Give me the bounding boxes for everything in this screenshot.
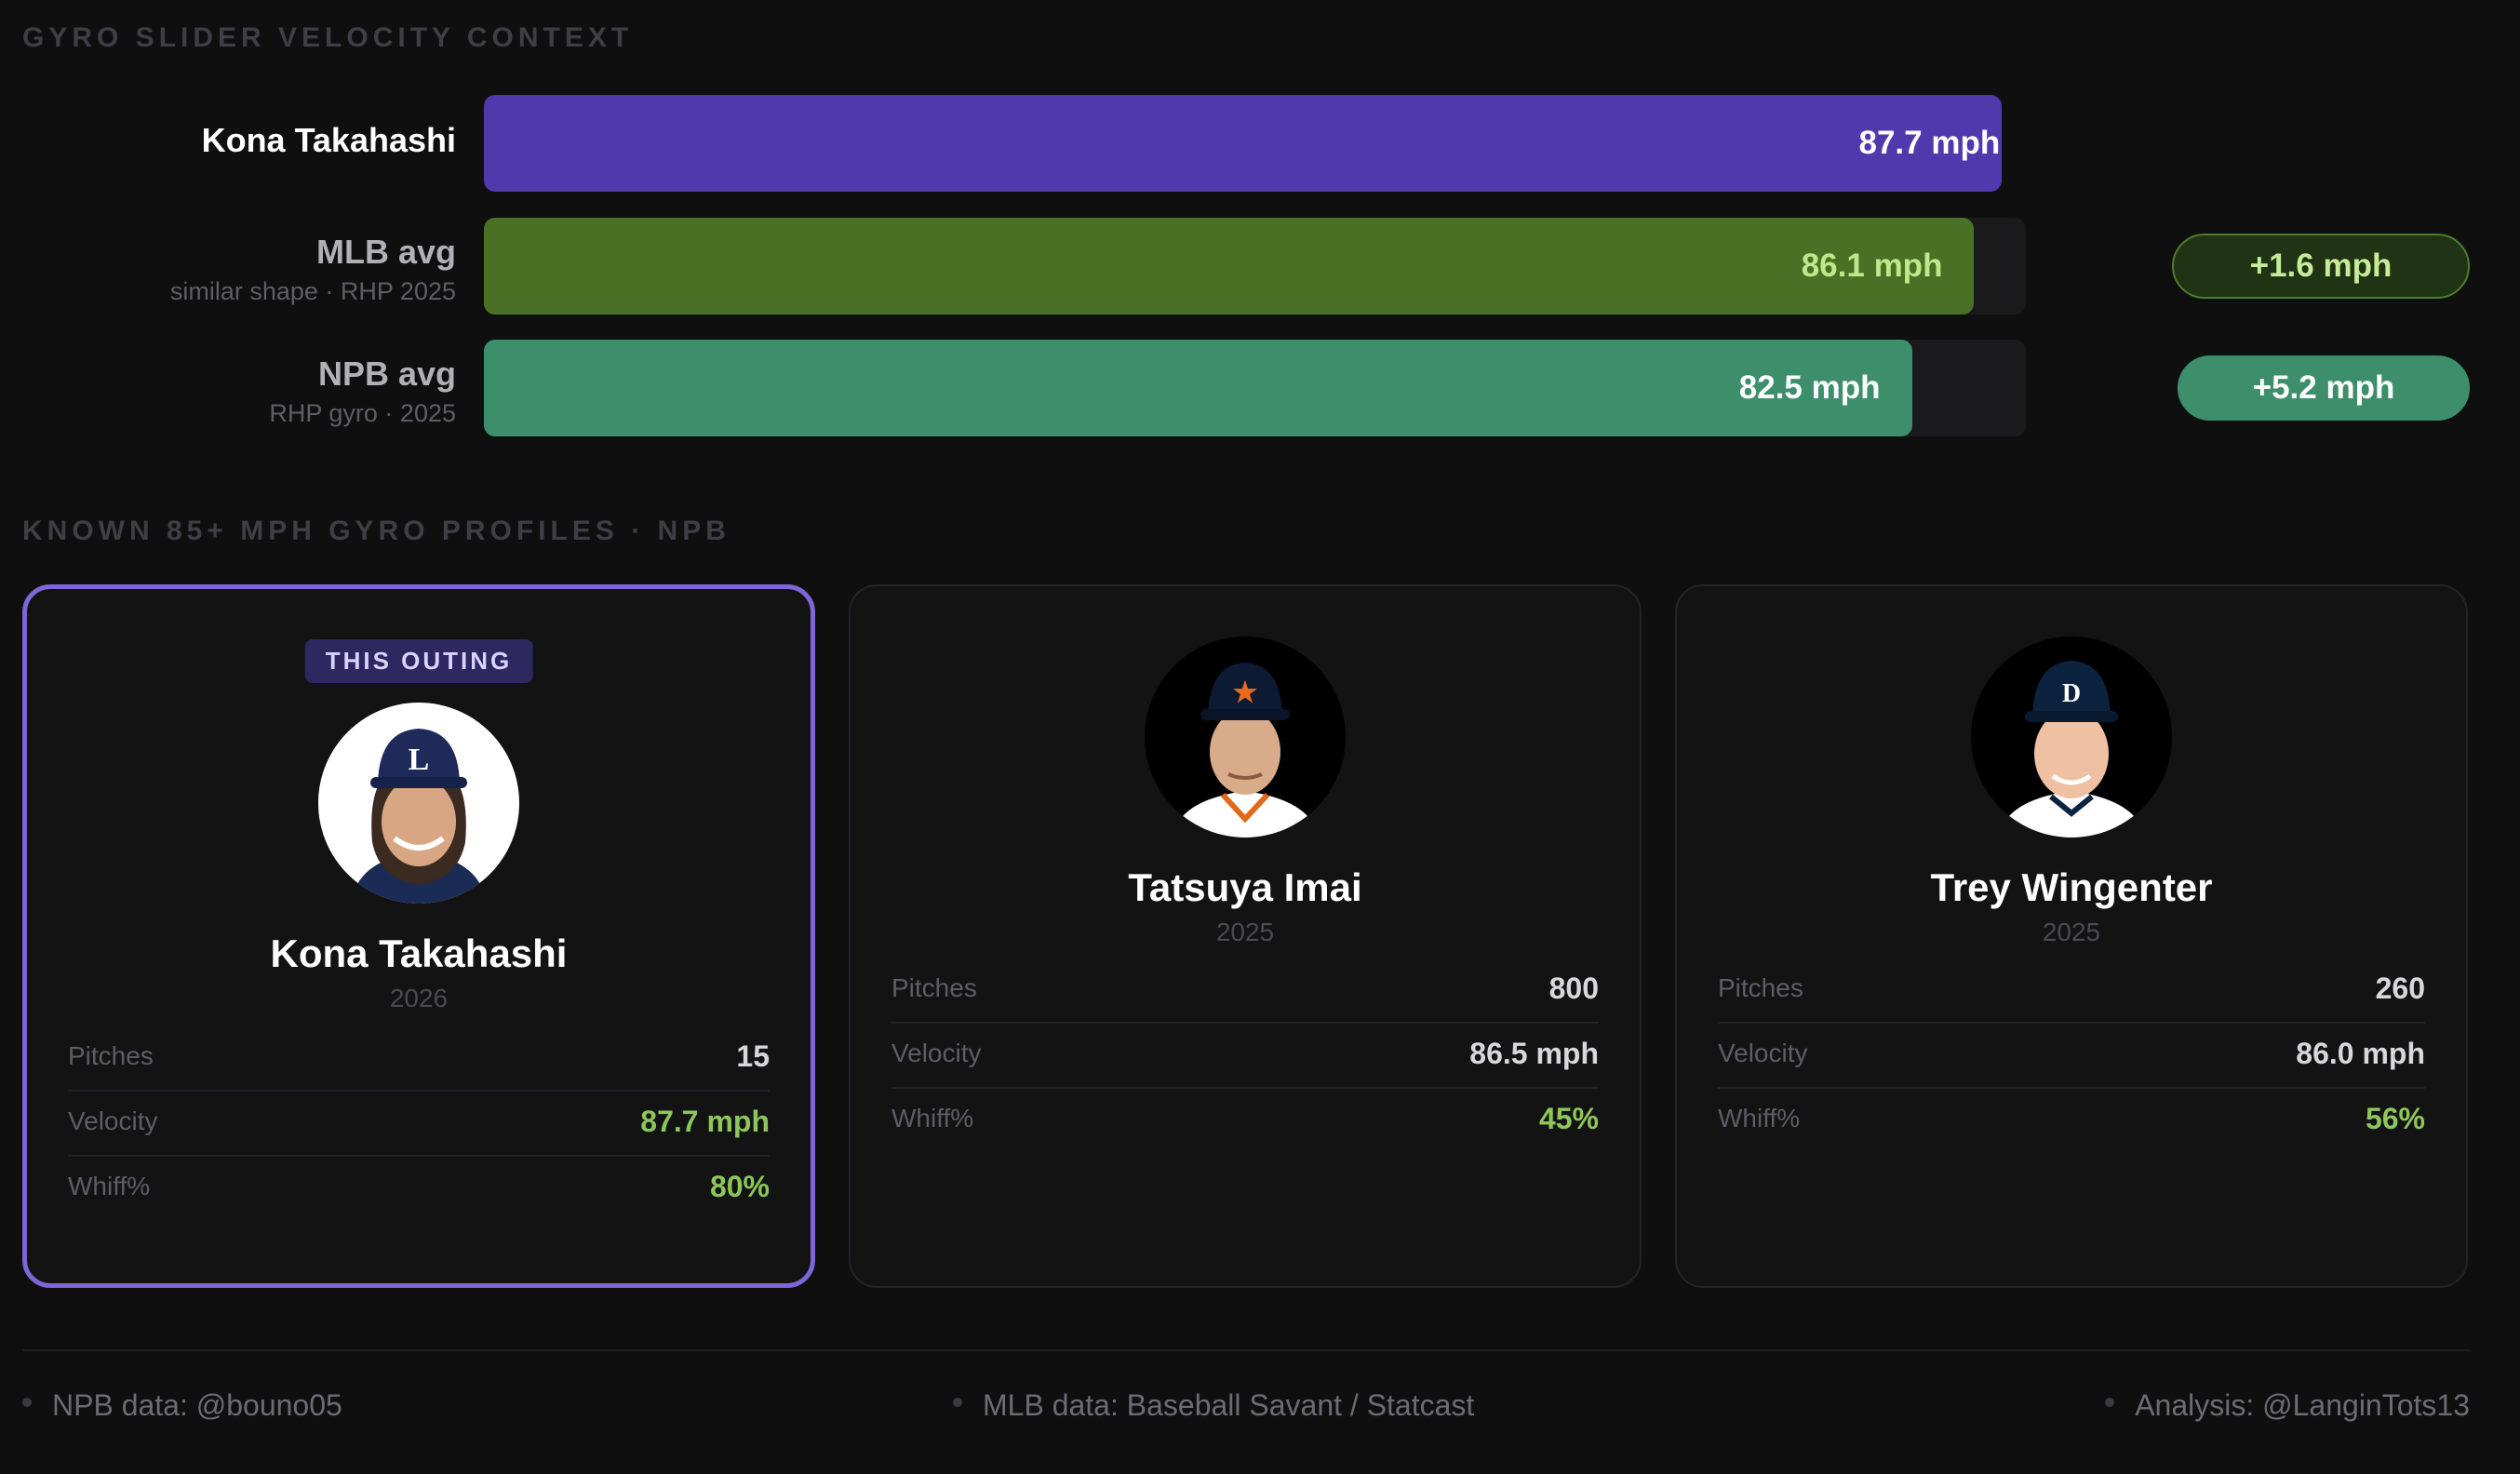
bar-label: NPB avg RHP gyro · 2025	[269, 355, 456, 428]
bar-label-subtitle: similar shape · RHP 2025	[169, 277, 456, 305]
bullet-icon	[2105, 1397, 2115, 1407]
bar-label-name: MLB avg	[315, 233, 456, 271]
profile-card-tatsuya-imai[interactable]: ★ Tatsuya Imai 2025 Pitches 800 Velocity…	[849, 584, 1642, 1288]
stat-row-pitches: Pitches 260	[1718, 958, 2425, 1024]
bar-label-name: Kona Takahashi	[201, 121, 456, 159]
stat-value: 86.5 mph	[1469, 1037, 1599, 1070]
bar-label: Kona Takahashi	[202, 121, 456, 160]
player-name: Kona Takahashi	[270, 931, 568, 975]
footer-npb-text: NPB data: @bouno05	[52, 1388, 342, 1422]
stat-value: 800	[1548, 972, 1599, 1005]
footer-analysis-credit: Analysis: @LanginTots13	[2105, 1388, 2470, 1423]
footer-npb-credit: NPB data: @bouno05	[22, 1388, 342, 1423]
stat-row-velocity: Velocity 87.7 mph	[68, 1092, 770, 1157]
delta-badge: +1.6 mph	[2172, 234, 2470, 299]
bar-value-label: 82.5 mph	[1738, 369, 1881, 406]
profiles-title: KNOWN 85+ MPH GYRO PROFILES · NPB	[22, 516, 731, 546]
profile-card-trey-wingenter[interactable]: D Trey Wingenter 2025 Pitches 260 Veloci…	[1675, 584, 2468, 1288]
stat-row-whiff: Whiff% 80%	[68, 1157, 770, 1222]
stat-label: Velocity	[891, 1038, 982, 1067]
svg-text:★: ★	[1233, 677, 1258, 708]
stat-row-velocity: Velocity 86.5 mph	[891, 1024, 1599, 1089]
velocity-bar	[484, 340, 1912, 436]
stat-row-pitches: Pitches 800	[891, 958, 1599, 1024]
stat-row-whiff: Whiff% 45%	[891, 1089, 1599, 1154]
stat-row-pitches: Pitches 15	[68, 1026, 770, 1092]
profile-card-kona-takahashi[interactable]: THIS OUTING L Kona Takahashi 2026 Pitche…	[22, 584, 815, 1288]
bar-label-name: NPB avg	[317, 355, 456, 393]
bullet-icon	[953, 1397, 962, 1407]
player-year: 2025	[2042, 918, 2101, 946]
player-name: Trey Wingenter	[1930, 865, 2213, 909]
stat-value: 45%	[1538, 1102, 1599, 1135]
player-year: 2025	[1215, 918, 1275, 946]
stat-value: 87.7 mph	[640, 1105, 770, 1138]
avatar: L	[318, 703, 519, 904]
avatar: ★	[1145, 636, 1346, 838]
stat-label: Whiff%	[1718, 1104, 1801, 1132]
player-photo-icon: D	[1971, 636, 2172, 838]
footer-mlb-credit: MLB data: Baseball Savant / Statcast	[953, 1388, 1474, 1423]
stat-label: Velocity	[68, 1106, 158, 1135]
stat-value: 86.0 mph	[2296, 1037, 2425, 1070]
stat-label: Pitches	[68, 1041, 154, 1070]
svg-text:L: L	[409, 743, 430, 777]
bar-label-subtitle: RHP gyro · 2025	[269, 399, 456, 427]
stat-label: Pitches	[891, 973, 977, 1002]
this-outing-badge: THIS OUTING	[304, 639, 533, 683]
stat-label: Pitches	[1718, 973, 1803, 1002]
velocity-bar	[484, 218, 1975, 315]
stat-value: 56%	[2365, 1102, 2425, 1135]
bar-row-mlb: MLB avg similar shape · RHP 2025 86.1 mp…	[0, 218, 2520, 315]
footer-mlb-text: MLB data: Baseball Savant / Statcast	[983, 1388, 1475, 1422]
svg-text:D: D	[2062, 679, 2081, 708]
stat-label: Whiff%	[68, 1172, 151, 1200]
bar-value-label: 87.7 mph	[1858, 125, 2001, 161]
stat-value: 15	[736, 1039, 770, 1073]
footer-analysis-text: Analysis: @LanginTots13	[2135, 1388, 2470, 1422]
footer-divider	[22, 1349, 2470, 1351]
player-year: 2026	[389, 984, 449, 1012]
stat-row-velocity: Velocity 86.0 mph	[1718, 1024, 2425, 1089]
bullet-icon	[22, 1397, 32, 1407]
player-photo-icon: ★	[1145, 636, 1346, 838]
stat-value: 80%	[709, 1170, 770, 1203]
avatar: D	[1971, 636, 2172, 838]
chart-title: GYRO SLIDER VELOCITY CONTEXT	[22, 22, 634, 53]
stat-value: 260	[2375, 972, 2425, 1005]
stat-label: Velocity	[1718, 1038, 1808, 1067]
bar-label: MLB avg similar shape · RHP 2025	[170, 233, 456, 306]
stat-row-whiff: Whiff% 56%	[1718, 1089, 2425, 1154]
bar-value-label: 86.1 mph	[1801, 248, 1943, 284]
velocity-bar	[484, 95, 2003, 192]
player-name: Tatsuya Imai	[1128, 865, 1362, 909]
bar-row-kona: Kona Takahashi 87.7 mph	[0, 95, 2520, 192]
bar-row-npb: NPB avg RHP gyro · 2025 82.5 mph +5.2 mph	[0, 340, 2520, 436]
player-photo-icon: L	[318, 703, 519, 904]
delta-badge: +5.2 mph	[2178, 355, 2470, 421]
stat-label: Whiff%	[891, 1104, 974, 1132]
